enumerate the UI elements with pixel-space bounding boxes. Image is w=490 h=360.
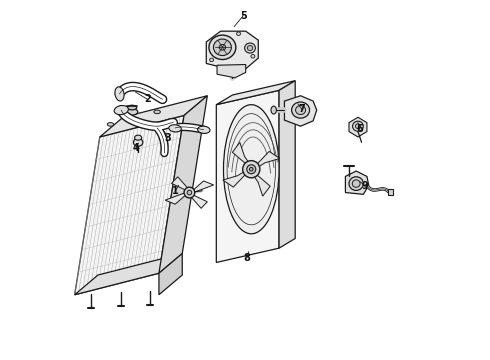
Ellipse shape: [223, 105, 279, 234]
Polygon shape: [217, 64, 245, 78]
Polygon shape: [345, 171, 368, 194]
Text: 3: 3: [165, 133, 172, 143]
Polygon shape: [285, 96, 317, 126]
Ellipse shape: [219, 44, 225, 50]
Polygon shape: [388, 189, 393, 195]
Ellipse shape: [352, 180, 360, 187]
Text: 8: 8: [244, 253, 250, 263]
Polygon shape: [206, 31, 258, 69]
Ellipse shape: [209, 35, 236, 59]
Polygon shape: [165, 193, 186, 204]
Ellipse shape: [197, 126, 210, 134]
Ellipse shape: [237, 32, 241, 36]
Ellipse shape: [353, 121, 364, 131]
Ellipse shape: [247, 165, 256, 174]
Ellipse shape: [243, 161, 260, 178]
Text: 7: 7: [298, 104, 305, 114]
Ellipse shape: [295, 105, 306, 114]
Ellipse shape: [115, 87, 124, 101]
Polygon shape: [279, 81, 295, 248]
Ellipse shape: [169, 125, 181, 132]
Text: 6: 6: [356, 124, 363, 134]
Ellipse shape: [133, 138, 143, 146]
Polygon shape: [223, 170, 248, 187]
Ellipse shape: [187, 190, 192, 195]
Ellipse shape: [210, 58, 214, 62]
Ellipse shape: [127, 105, 137, 110]
Ellipse shape: [154, 110, 160, 114]
Polygon shape: [216, 90, 279, 262]
Polygon shape: [159, 96, 207, 273]
Ellipse shape: [245, 43, 255, 53]
Polygon shape: [172, 177, 189, 190]
Ellipse shape: [271, 106, 276, 114]
Polygon shape: [232, 142, 251, 166]
Text: 4: 4: [132, 143, 139, 153]
Polygon shape: [74, 253, 182, 295]
Ellipse shape: [251, 54, 255, 58]
Text: 2: 2: [144, 94, 151, 104]
Ellipse shape: [184, 187, 195, 198]
Text: 1: 1: [172, 186, 178, 197]
Polygon shape: [74, 116, 184, 295]
Polygon shape: [254, 152, 280, 169]
Ellipse shape: [214, 39, 231, 55]
Ellipse shape: [135, 135, 142, 140]
Polygon shape: [190, 195, 207, 208]
Polygon shape: [193, 181, 214, 192]
Ellipse shape: [247, 45, 253, 50]
Ellipse shape: [126, 109, 138, 115]
Ellipse shape: [249, 167, 253, 171]
Polygon shape: [216, 81, 295, 105]
Ellipse shape: [349, 177, 364, 190]
Polygon shape: [159, 253, 182, 295]
Text: 5: 5: [240, 11, 246, 21]
Ellipse shape: [292, 102, 310, 118]
Polygon shape: [100, 96, 207, 137]
Ellipse shape: [107, 123, 114, 126]
Text: 9: 9: [362, 181, 368, 192]
Polygon shape: [252, 172, 270, 196]
Ellipse shape: [114, 105, 128, 114]
Ellipse shape: [355, 124, 361, 129]
Polygon shape: [349, 117, 367, 137]
